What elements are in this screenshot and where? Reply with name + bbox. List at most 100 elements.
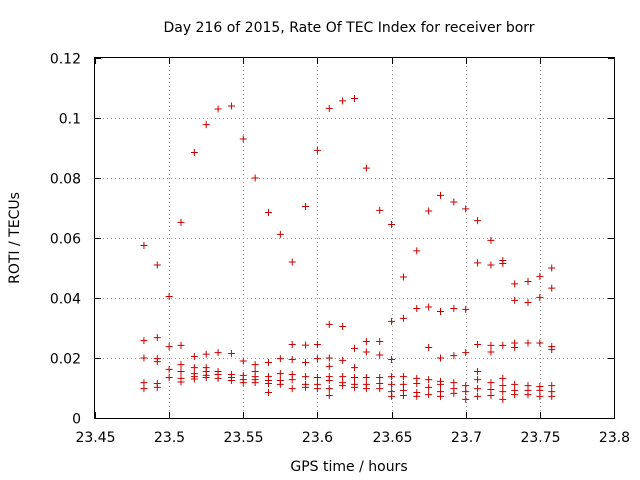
data-point (474, 368, 482, 375)
data-point (264, 380, 272, 387)
data-point (288, 341, 296, 348)
data-point (499, 257, 507, 264)
data-point (165, 365, 173, 373)
data-point (313, 341, 321, 348)
data-point (425, 391, 433, 399)
data-point (140, 354, 148, 362)
data-point (511, 391, 519, 399)
data-point (388, 373, 396, 381)
data-point (302, 203, 310, 210)
data-point (288, 385, 296, 393)
data-point (450, 198, 458, 206)
data-point (190, 364, 198, 372)
data-point (376, 338, 384, 345)
data-point (339, 356, 347, 364)
data-point (140, 385, 148, 393)
data-point (325, 320, 333, 328)
grid-lines (95, 58, 614, 418)
data-point (388, 392, 396, 400)
data-point (339, 323, 347, 330)
data-point (511, 344, 519, 351)
data-point (462, 382, 470, 390)
data-point (524, 391, 532, 399)
data-point (190, 375, 198, 383)
y-tick-label: 0.1 (59, 112, 81, 128)
data-point (153, 334, 161, 342)
data-point (548, 346, 556, 354)
data-point (351, 364, 358, 372)
data-point (239, 357, 247, 365)
data-point (437, 392, 445, 400)
data-point (437, 380, 445, 388)
data-point (399, 380, 407, 388)
data-point (536, 293, 544, 301)
y-tick-label: 0.04 (50, 292, 81, 308)
data-point (536, 339, 544, 347)
data-point (413, 247, 421, 255)
data-point (227, 350, 235, 357)
x-tick-label: 23.75 (520, 430, 560, 446)
data-point (524, 339, 532, 347)
data-point (325, 104, 333, 112)
data-point (536, 392, 544, 400)
chart-title: Day 216 of 2015, Rate Of TEC Index for r… (163, 20, 534, 36)
x-axis-label: GPS time / hours (290, 459, 407, 475)
data-point (177, 218, 185, 226)
data-point (302, 373, 310, 381)
data-point (140, 379, 148, 387)
data-point (202, 374, 210, 381)
data-point (251, 361, 259, 369)
data-point (413, 392, 421, 400)
data-point (548, 382, 556, 390)
data-point (177, 368, 185, 375)
data-point (177, 378, 185, 386)
data-point (536, 272, 544, 280)
data-point (339, 97, 347, 105)
data-point (413, 305, 421, 312)
data-point (437, 191, 445, 199)
axis-ticks (95, 58, 615, 419)
x-tick-label: 23.7 (451, 430, 482, 446)
data-point (388, 317, 396, 325)
data-point (251, 379, 259, 387)
data-point (153, 261, 161, 269)
data-point (388, 356, 396, 363)
data-point (362, 348, 370, 356)
data-point (202, 121, 210, 129)
data-point (524, 299, 532, 306)
data-point (548, 392, 556, 400)
data-point (462, 205, 470, 213)
data-point (264, 209, 272, 216)
data-point (462, 388, 470, 396)
data-point (325, 377, 333, 384)
data-point (450, 379, 458, 387)
data-point (487, 236, 495, 244)
x-tick-labels: 23.45 23.5 23.55 23.6 23.65 23.7 23.75 23.8 (75, 430, 630, 446)
y-tick-label: 0.12 (50, 52, 81, 68)
data-point (165, 374, 173, 381)
data-point (536, 386, 544, 394)
data-point (313, 355, 321, 363)
data-point (302, 341, 310, 349)
data-point (140, 242, 148, 249)
data-point (425, 344, 433, 351)
data-point (325, 385, 333, 393)
data-point (376, 374, 384, 381)
data-point (487, 379, 495, 387)
data-point (437, 308, 445, 315)
data-point (276, 355, 284, 363)
data-point (351, 374, 358, 381)
data-point (276, 380, 284, 388)
data-point (388, 221, 396, 228)
data-point (413, 380, 421, 387)
y-tick-labels: 0 0.02 0.04 0.06 0.08 0.1 0.12 (50, 52, 81, 428)
data-point (511, 280, 519, 288)
data-point (462, 395, 470, 403)
data-point (190, 149, 198, 156)
data-point (524, 278, 532, 285)
data-point (474, 376, 482, 384)
y-tick-label: 0.02 (50, 352, 81, 368)
data-point (450, 389, 458, 397)
data-point (399, 373, 407, 381)
